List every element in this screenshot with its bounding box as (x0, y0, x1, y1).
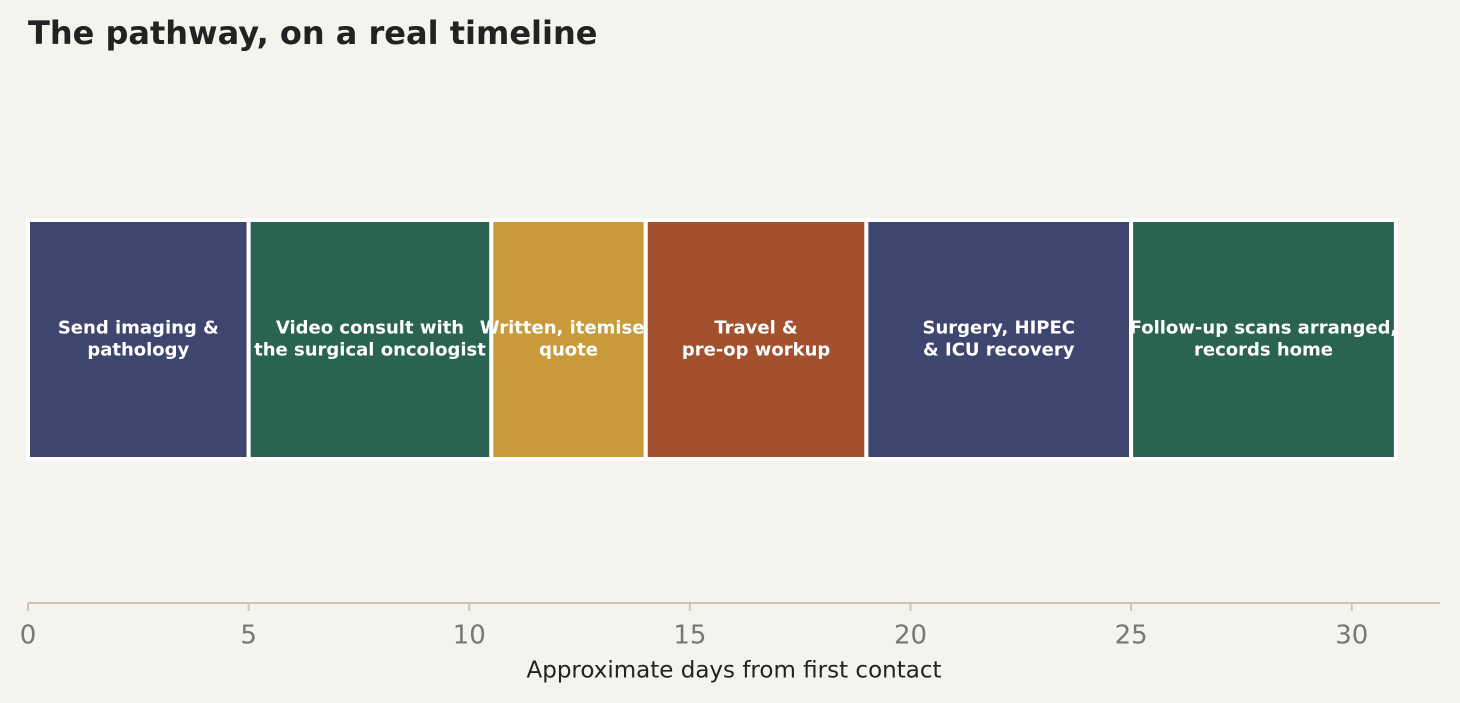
task-label: quote (539, 340, 598, 361)
task-label: records home (1194, 340, 1333, 361)
task-label: Video consult with (276, 318, 464, 339)
chart-title: The pathway, on a real timeline (28, 14, 597, 52)
task-bar (643, 218, 869, 461)
task-label: pathology (87, 340, 189, 361)
x-tick-label: 30 (1335, 621, 1368, 651)
x-tick-label: 15 (673, 621, 706, 651)
task-label: Follow-up scans arranged, (1130, 318, 1398, 339)
task-label: & ICU recovery (923, 340, 1075, 361)
task-label: pre-op workup (682, 340, 831, 361)
x-tick-label: 20 (894, 621, 927, 651)
task-bar (26, 218, 251, 461)
x-tick-label: 5 (240, 621, 257, 651)
task-label: Travel & (714, 318, 797, 339)
task-label: the surgical oncologist (254, 340, 486, 361)
task-bar (246, 218, 494, 461)
task-label: Written, itemised (480, 318, 658, 339)
x-tick-label: 0 (20, 621, 37, 651)
task-bar (864, 218, 1134, 461)
task-label: Send imaging & (58, 318, 219, 339)
task-bar (1129, 218, 1398, 461)
x-axis-label: Approximate days from first contact (527, 658, 942, 684)
x-tick-label: 25 (1115, 621, 1148, 651)
task-label: Surgery, HIPEC (922, 318, 1075, 339)
x-tick-label: 10 (453, 621, 486, 651)
